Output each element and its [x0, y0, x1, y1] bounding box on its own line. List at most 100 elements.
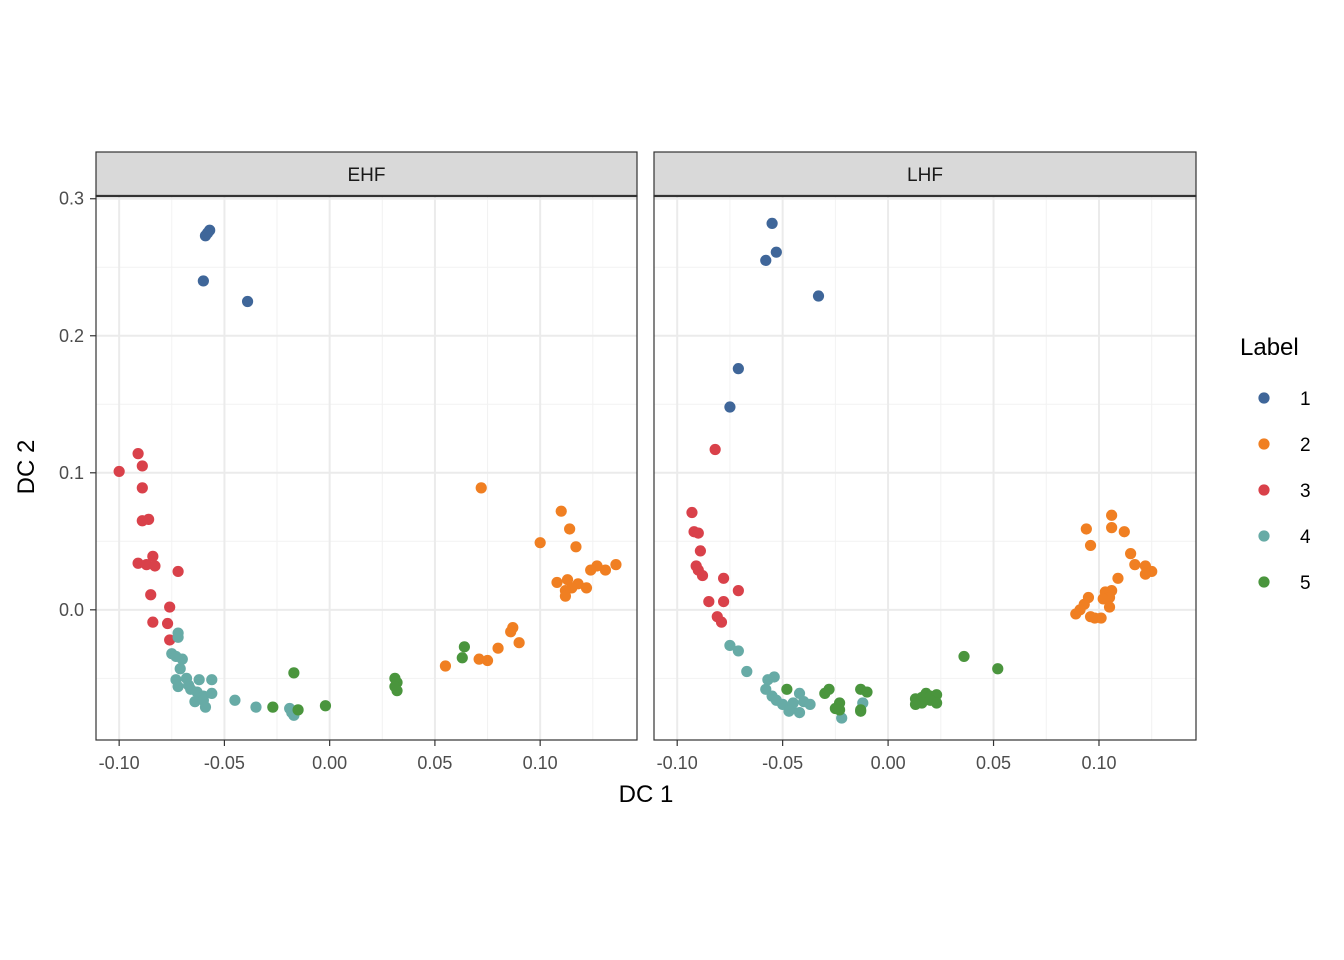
facet-strip-label: EHF — [348, 165, 386, 186]
x-tick-label: 0.00 — [871, 753, 906, 773]
point-label-2 — [1080, 523, 1092, 535]
point-label-2 — [481, 654, 494, 667]
panel-ehf: EHF — [95, 151, 638, 741]
y-axis-title: DC 2 — [13, 440, 40, 495]
point-label-3 — [703, 596, 715, 608]
legend: Label 1 2 3 4 5 — [1240, 334, 1311, 594]
point-label-2 — [570, 541, 582, 553]
point-label-4 — [206, 687, 218, 700]
facet-strip — [653, 151, 1197, 197]
points — [686, 217, 1158, 724]
point-label-2 — [1118, 526, 1130, 538]
point-label-5 — [861, 686, 873, 698]
point-label-2 — [564, 523, 576, 535]
legend-key — [1258, 576, 1270, 588]
point-label-4 — [793, 687, 806, 700]
point-label-3 — [161, 617, 174, 630]
x-tick-label: -0.10 — [99, 753, 140, 773]
point-label-4 — [741, 665, 753, 678]
point-label-2 — [439, 660, 452, 672]
legend-item-4: 4 — [1258, 527, 1311, 548]
legend-item-1: 1 — [1258, 389, 1311, 410]
point-label-4 — [783, 705, 795, 717]
point-label-2 — [585, 564, 597, 576]
x-tick-label: -0.05 — [762, 753, 803, 773]
point-label-3 — [136, 482, 148, 494]
point-label-3 — [715, 616, 728, 628]
point-label-2 — [580, 582, 593, 594]
point-label-5 — [456, 652, 468, 664]
point-label-5 — [992, 663, 1004, 675]
point-label-2 — [1125, 548, 1137, 560]
point-label-3 — [145, 589, 157, 601]
point-label-2 — [1084, 539, 1097, 552]
point-label-3 — [136, 460, 148, 472]
point-label-5 — [267, 701, 279, 713]
legend-label: 3 — [1300, 481, 1311, 502]
point-label-2 — [1070, 608, 1082, 620]
x-tick-label: 0.05 — [417, 753, 452, 773]
point-label-4 — [768, 671, 780, 683]
point-label-4 — [793, 706, 806, 719]
legend-item-5: 5 — [1258, 573, 1311, 594]
x-tick-label: -0.10 — [657, 753, 698, 773]
point-label-3 — [132, 448, 144, 460]
point-label-3 — [147, 616, 159, 628]
point-label-4 — [804, 698, 816, 710]
point-label-3 — [732, 585, 744, 597]
legend-item-3: 3 — [1258, 481, 1311, 502]
y-tick-label: 0.1 — [59, 463, 84, 483]
point-label-3 — [717, 572, 730, 584]
point-label-4 — [229, 694, 241, 706]
point-label-1 — [812, 290, 825, 302]
point-label-5 — [909, 698, 922, 710]
point-label-5 — [391, 685, 403, 697]
point-label-4 — [250, 701, 262, 713]
point-label-1 — [732, 363, 744, 375]
legend-key — [1258, 484, 1270, 496]
point-label-3 — [164, 601, 176, 613]
point-label-1 — [197, 275, 209, 287]
point-label-3 — [692, 527, 704, 539]
y-axis: 0.0 0.1 0.2 0.3 — [59, 189, 96, 620]
x-tick-label: 0.05 — [976, 753, 1011, 773]
point-label-2 — [555, 505, 567, 517]
point-label-1 — [770, 246, 782, 258]
point-label-1 — [241, 295, 254, 308]
point-label-4 — [172, 631, 184, 643]
point-label-5 — [819, 687, 831, 700]
point-label-3 — [136, 515, 148, 527]
y-tick-label: 0.2 — [59, 326, 84, 346]
point-label-3 — [694, 545, 706, 557]
x-axis-title: DC 1 — [619, 781, 674, 808]
legend-label: 5 — [1300, 573, 1311, 594]
point-label-4 — [732, 645, 744, 657]
point-label-1 — [199, 230, 212, 242]
point-label-3 — [164, 634, 176, 646]
y-tick-label: 0.0 — [59, 600, 84, 620]
point-label-2 — [1112, 572, 1124, 584]
point-label-4 — [206, 674, 218, 686]
point-label-3 — [686, 506, 698, 519]
point-label-1 — [766, 217, 778, 230]
point-label-3 — [709, 443, 721, 456]
point-label-3 — [717, 596, 730, 608]
point-label-2 — [492, 642, 504, 654]
point-label-2 — [1097, 593, 1109, 605]
point-label-2 — [473, 653, 485, 665]
point-label-2 — [1103, 601, 1116, 613]
panel-background — [654, 196, 1196, 740]
point-label-2 — [513, 637, 525, 649]
point-label-5 — [319, 700, 332, 712]
point-label-3 — [147, 550, 159, 562]
panel-lhf: LHF — [653, 151, 1197, 741]
legend-key — [1258, 438, 1270, 450]
point-label-5 — [292, 704, 304, 716]
point-label-1 — [724, 401, 736, 413]
facet-strip-label: LHF — [907, 165, 943, 186]
point-label-4 — [172, 680, 184, 693]
point-label-3 — [113, 465, 125, 478]
point-label-5 — [958, 650, 970, 663]
legend-label: 1 — [1300, 389, 1311, 410]
